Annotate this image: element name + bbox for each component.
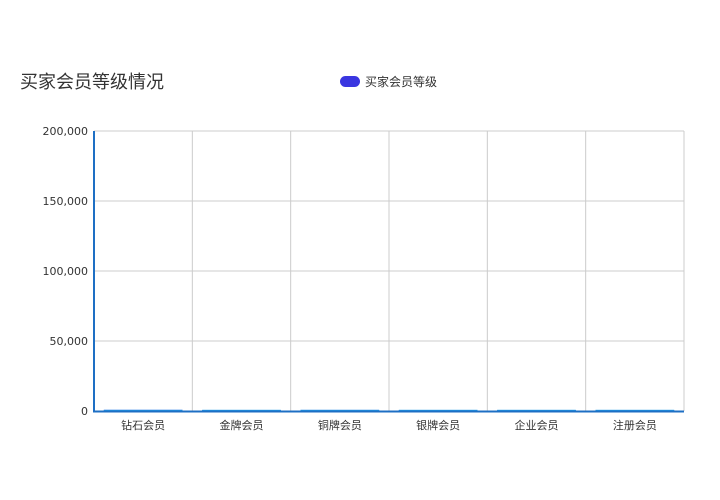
y-tick-labels: 0 50,000 100,000 150,000 200,000 [43, 125, 89, 418]
x-tick-label: 企业会员 [515, 418, 559, 432]
axes [93, 131, 684, 413]
x-tick-label: 金牌会员 [220, 418, 264, 432]
bar-base [103, 409, 183, 411]
x-tick-label: 铜牌会员 [318, 418, 362, 432]
x-tick-label: 银牌会员 [416, 418, 460, 432]
grid-lines [94, 130, 685, 411]
legend[interactable]: 买家会员等级 [340, 73, 437, 90]
y-tick-label: 0 [81, 405, 88, 418]
x-tick-label: 注册会员 [613, 418, 657, 432]
legend-label: 买家会员等级 [365, 75, 438, 89]
bar-base [398, 409, 478, 411]
legend-swatch [340, 76, 360, 87]
y-tick-label: 100,000 [43, 265, 89, 278]
y-tick-label: 200,000 [43, 125, 89, 138]
x-tick-label: 钻石会员 [121, 418, 165, 432]
x-tick-labels: 钻石会员 金牌会员 铜牌会员 银牌会员 企业会员 注册会员 [121, 418, 657, 432]
bar-base [595, 409, 675, 411]
bar-base [497, 409, 576, 411]
chart-title: 买家会员等级情况 [20, 72, 164, 93]
y-tick-label: 50,000 [50, 335, 89, 348]
bar-base [202, 409, 281, 411]
y-tick-label: 150,000 [43, 195, 89, 208]
bar-base [300, 409, 380, 411]
